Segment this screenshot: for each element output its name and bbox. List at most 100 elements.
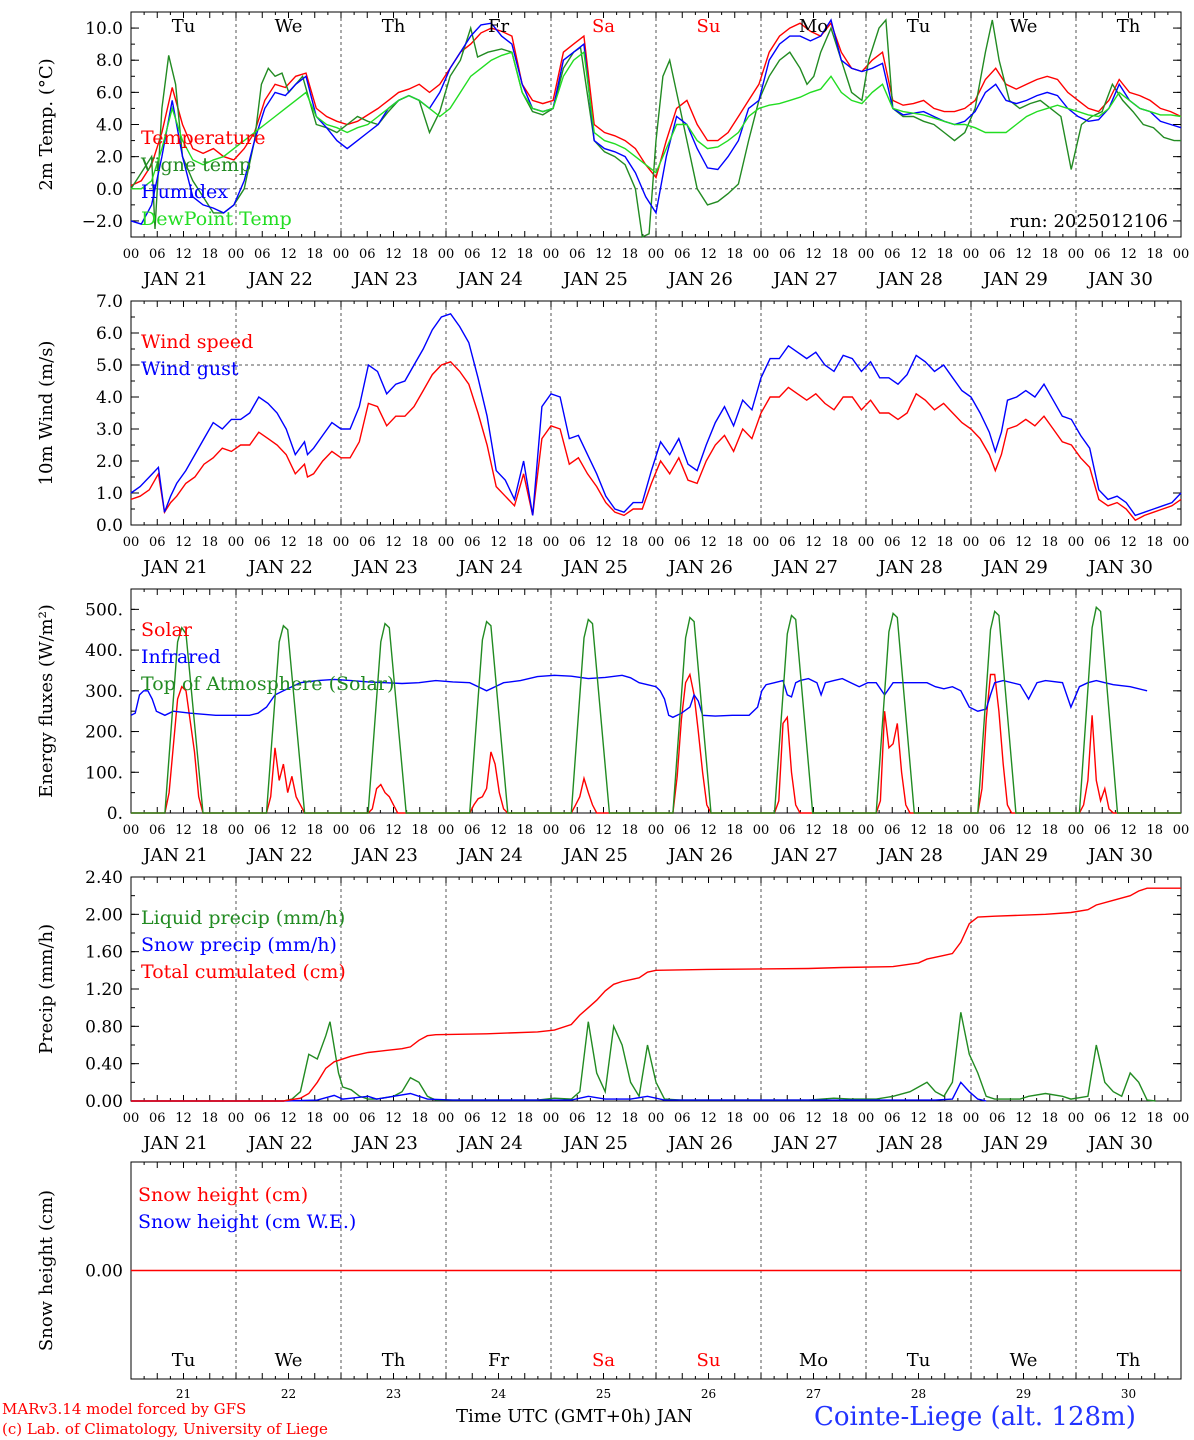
date-label: JAN 21: [141, 845, 208, 866]
y-tick-label: 1.60: [85, 943, 123, 963]
y-tick-label: 6.0: [96, 83, 123, 103]
day-of-week-label: Fr: [488, 16, 509, 37]
legend-entry: DewPoint Temp: [141, 208, 292, 230]
date-label: JAN 24: [456, 845, 523, 866]
day-of-week-label: Fr: [488, 1350, 509, 1371]
hour-label: 18: [411, 823, 428, 838]
hour-label: 00: [543, 535, 560, 550]
day-number-label: 27: [806, 1387, 821, 1401]
panel-5: [130, 1161, 1182, 1380]
y-tick-label: 100.: [85, 763, 123, 783]
hour-label: 06: [884, 247, 901, 262]
hour-label: 06: [1094, 1111, 1111, 1126]
hour-label: 06: [1094, 535, 1111, 550]
legend-entry: Snow height (cm): [138, 1184, 308, 1206]
hour-label: 12: [175, 247, 192, 262]
y-axis-title: 2m Temp. (°C): [36, 58, 57, 190]
hour-label: 06: [569, 247, 586, 262]
date-label: JAN 22: [246, 1133, 313, 1154]
hour-label: 06: [674, 535, 691, 550]
hour-label: 18: [726, 1111, 743, 1126]
hour-label: 12: [385, 247, 402, 262]
date-label: JAN 23: [351, 1133, 418, 1154]
date-label: JAN 25: [561, 269, 628, 290]
day-of-week-label: Sa: [592, 1350, 615, 1371]
y-tick-label: 2.40: [85, 868, 123, 888]
date-label: JAN 24: [456, 557, 523, 578]
hour-label: 18: [936, 535, 953, 550]
y-tick-label: 4.0: [96, 116, 123, 136]
hour-label: 06: [569, 823, 586, 838]
day-of-week-label: Mo: [799, 16, 828, 37]
day-of-week-label: We: [1010, 1350, 1038, 1371]
date-label: JAN 28: [876, 557, 943, 578]
hour-label: 06: [779, 535, 796, 550]
hour-label: 12: [700, 1111, 717, 1126]
date-label: JAN 27: [771, 845, 838, 866]
y-tick-label: −2.0: [82, 212, 123, 232]
hour-label: 00: [123, 1111, 140, 1126]
y-axis-title: Precip (mm/h): [36, 924, 57, 1054]
date-label: JAN 25: [561, 845, 628, 866]
hour-label: 18: [1146, 823, 1163, 838]
hour-label: 12: [805, 823, 822, 838]
legend-entry: Top of Atmosphere (Solar): [141, 673, 394, 695]
date-label: JAN 21: [141, 557, 208, 578]
date-label: JAN 29: [981, 557, 1048, 578]
hour-label: 12: [805, 535, 822, 550]
hour-label: 06: [149, 1111, 166, 1126]
hour-label: 00: [228, 1111, 245, 1126]
legend-entry: Snow height (cm W.E.): [138, 1211, 356, 1233]
day-of-week-label: Su: [697, 16, 721, 37]
date-label: JAN 24: [456, 1133, 523, 1154]
hour-label: 00: [858, 247, 875, 262]
hour-label: 18: [516, 1111, 533, 1126]
day-of-week-label: Th: [1117, 1350, 1141, 1371]
hour-label: 06: [254, 247, 271, 262]
day-number-label: 22: [281, 1387, 296, 1401]
hour-label: 18: [306, 247, 323, 262]
legend-entry: Humidex: [141, 181, 228, 203]
hour-label: 00: [1068, 247, 1085, 262]
hour-label: 00: [963, 535, 980, 550]
hour-label: 12: [595, 1111, 612, 1126]
hour-label: 00: [333, 823, 350, 838]
day-of-week-label: Sa: [592, 16, 615, 37]
date-label: JAN 27: [771, 269, 838, 290]
hour-label: 06: [989, 247, 1006, 262]
hour-label: 06: [989, 535, 1006, 550]
hour-label: 18: [306, 535, 323, 550]
hour-label: 00: [438, 823, 455, 838]
hour-label: 00: [543, 823, 560, 838]
hour-label: 12: [175, 1111, 192, 1126]
hour-label: 18: [201, 823, 218, 838]
y-axis-title: 10m Wind (m/s): [36, 341, 57, 486]
y-axis-title: Snow height (cm): [36, 1190, 57, 1351]
y-tick-label: 300.: [85, 682, 123, 702]
hour-label: 00: [1173, 535, 1190, 550]
footer-model-credit: MARv3.14 model forced by GFS: [2, 1400, 247, 1418]
hour-label: 18: [621, 535, 638, 550]
day-number-label: 21: [176, 1387, 191, 1401]
hour-label: 18: [411, 1111, 428, 1126]
hour-label: 18: [516, 535, 533, 550]
run-label: run: 2025012106: [1010, 211, 1168, 232]
y-tick-label: 400.: [85, 641, 123, 661]
y-tick-label: 4.0: [96, 388, 123, 408]
y-tick-label: 0.80: [85, 1017, 123, 1037]
y-tick-label: 1.0: [96, 484, 123, 504]
day-of-week-label: Th: [382, 1350, 406, 1371]
y-tick-label: 1.20: [85, 980, 123, 1000]
series-line-top-of-atmosphere-solar-: [131, 605, 1181, 814]
hour-label: 00: [333, 535, 350, 550]
hour-label: 18: [516, 247, 533, 262]
panel-frame: [130, 11, 1182, 238]
legend-entry: Infrared: [141, 646, 221, 668]
date-label: JAN 28: [876, 1133, 943, 1154]
hour-label: 06: [1094, 823, 1111, 838]
y-tick-label: 0.00: [85, 1262, 123, 1282]
hour-label: 06: [779, 823, 796, 838]
date-label: JAN 22: [246, 845, 313, 866]
hour-label: 06: [674, 823, 691, 838]
hour-label: 18: [1146, 1111, 1163, 1126]
